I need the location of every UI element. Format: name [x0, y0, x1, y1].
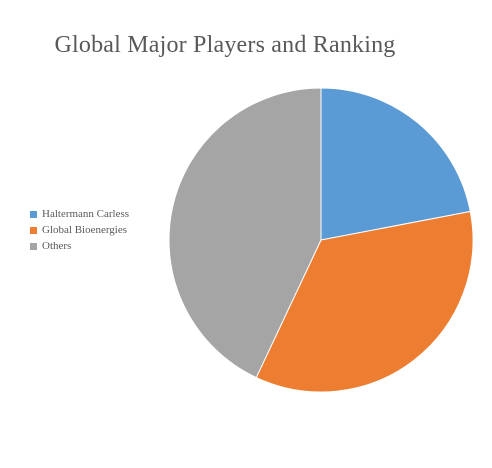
pie-slice-others	[168, 87, 322, 379]
legend: Haltermann Carless Global Bioenergies Ot…	[30, 206, 129, 254]
legend-item-haltermann-carless: Haltermann Carless	[30, 206, 129, 222]
chart-title: Global Major Players and Ranking	[54, 32, 396, 58]
legend-label-haltermann-carless: Haltermann Carless	[42, 208, 130, 220]
legend-label-global-bioenergies: Global Bioenergies	[42, 224, 128, 236]
legend-swatch-others	[30, 242, 37, 250]
legend-item-others: Others	[30, 238, 129, 254]
legend-label-others: Others	[42, 240, 72, 252]
legend-swatch-global-bioenergies	[30, 226, 37, 234]
legend-item-global-bioenergies: Global Bioenergies	[30, 222, 129, 238]
legend-swatch-haltermann-carless	[30, 210, 37, 218]
pie-slice-global-bioenergies	[255, 210, 474, 393]
pie-slice-haltermann-carless	[320, 87, 471, 241]
